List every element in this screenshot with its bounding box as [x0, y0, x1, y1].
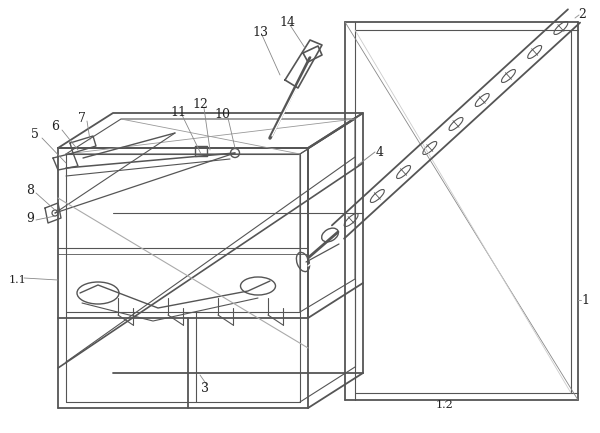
Text: 2: 2: [578, 9, 586, 22]
Text: 14: 14: [279, 16, 295, 29]
Text: 12: 12: [192, 98, 208, 112]
Text: 1.2: 1.2: [436, 400, 454, 410]
Text: 1.1: 1.1: [9, 275, 27, 285]
Text: 5: 5: [31, 129, 39, 142]
Text: 3: 3: [201, 381, 209, 394]
Text: 6: 6: [51, 120, 59, 133]
Text: 11: 11: [170, 106, 186, 119]
Text: 7: 7: [78, 112, 86, 125]
Text: 8: 8: [26, 184, 34, 197]
Text: 13: 13: [252, 26, 268, 39]
Text: 10: 10: [214, 109, 230, 122]
Text: 1: 1: [581, 294, 589, 307]
Text: 9: 9: [26, 211, 34, 224]
Text: 4: 4: [376, 145, 384, 158]
